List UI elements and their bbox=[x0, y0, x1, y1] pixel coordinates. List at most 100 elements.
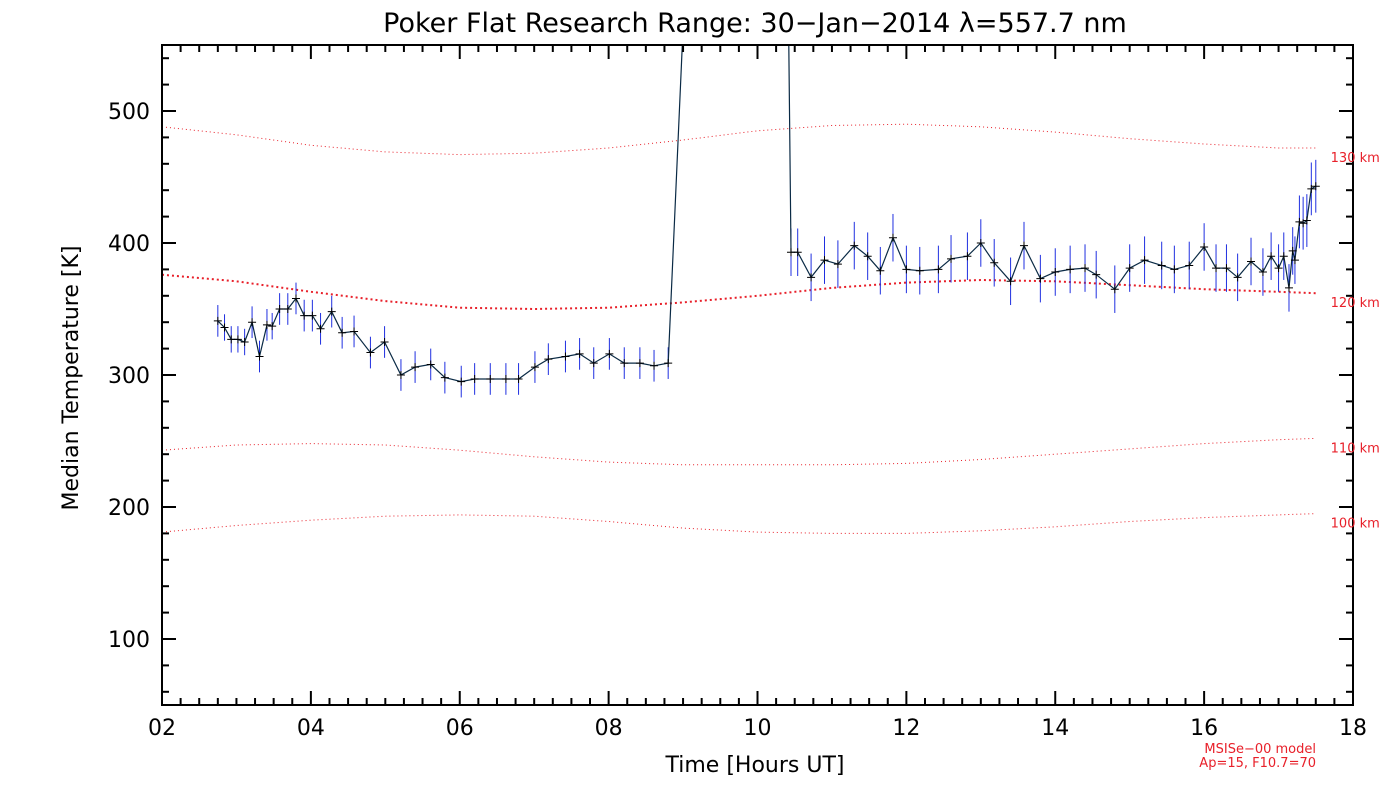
data-point bbox=[635, 359, 644, 368]
y-tick-label: 200 bbox=[108, 496, 150, 521]
data-point bbox=[1295, 217, 1304, 226]
data-point bbox=[300, 311, 309, 320]
data-point bbox=[1247, 257, 1256, 266]
data-point bbox=[1222, 264, 1231, 273]
y-tick-label: 100 bbox=[108, 628, 150, 653]
data-point bbox=[327, 307, 336, 316]
x-tick-label: 14 bbox=[1041, 716, 1069, 741]
data-point bbox=[1066, 265, 1075, 274]
data-point bbox=[396, 371, 405, 379]
data-point bbox=[1274, 264, 1283, 273]
data-point bbox=[902, 265, 911, 274]
data-point bbox=[1307, 184, 1316, 193]
data-point bbox=[1125, 264, 1134, 273]
data-point bbox=[850, 241, 859, 250]
axes: 02 04 06 08 10 12 14 16 18 100 200 300 400 500 bbox=[108, 44, 1367, 741]
data-point bbox=[1081, 264, 1090, 273]
y-tick-label: 400 bbox=[108, 232, 150, 257]
model-curve-label: 130 km bbox=[1331, 151, 1380, 166]
x-tick-label: 18 bbox=[1339, 716, 1367, 741]
data-point bbox=[876, 266, 885, 275]
data-point bbox=[561, 352, 570, 361]
data-point bbox=[786, 248, 795, 257]
data-point bbox=[1233, 273, 1242, 282]
x-tick-label: 16 bbox=[1190, 716, 1218, 741]
data-point bbox=[380, 338, 389, 346]
data-point bbox=[213, 316, 222, 325]
model-labels: 130 km 120 km 110 km 100 km bbox=[1331, 151, 1380, 532]
x-tick-label: 06 bbox=[446, 716, 474, 741]
data-point bbox=[283, 305, 292, 313]
data-point bbox=[1036, 274, 1045, 283]
data-series bbox=[213, 45, 1320, 398]
y-tick-label: 500 bbox=[108, 100, 150, 125]
data-point bbox=[664, 359, 673, 368]
data-point bbox=[1302, 216, 1311, 225]
x-tick-label: 04 bbox=[297, 716, 325, 741]
data-point bbox=[220, 323, 229, 332]
data-point bbox=[863, 252, 872, 261]
data-point bbox=[990, 258, 999, 267]
model-curve-label: 120 km bbox=[1331, 296, 1380, 311]
data-point bbox=[605, 349, 614, 358]
model-curve bbox=[162, 273, 1316, 311]
data-point bbox=[227, 335, 236, 344]
data-point bbox=[1185, 261, 1194, 270]
data-point bbox=[1157, 261, 1166, 270]
data-point bbox=[1019, 241, 1028, 250]
model-curve-label: 110 km bbox=[1331, 441, 1380, 456]
data-point bbox=[976, 239, 985, 247]
data-point bbox=[575, 349, 584, 358]
data-point bbox=[233, 335, 242, 344]
model-note-line2: Ap=15, F10.7=70 bbox=[1199, 756, 1316, 771]
y-tick-label: 300 bbox=[108, 364, 150, 389]
data-point bbox=[350, 327, 359, 336]
data-point bbox=[426, 360, 435, 369]
data-point bbox=[316, 324, 325, 333]
data-point bbox=[807, 273, 816, 282]
data-point bbox=[820, 256, 829, 265]
data-point bbox=[963, 252, 972, 261]
data-point bbox=[1051, 268, 1060, 277]
data-point bbox=[1258, 268, 1267, 277]
data-point bbox=[934, 265, 943, 274]
data-point bbox=[1140, 256, 1149, 265]
data-point bbox=[620, 359, 629, 368]
model-curve-label: 100 km bbox=[1331, 517, 1380, 532]
data-point bbox=[544, 355, 553, 364]
data-point bbox=[1267, 252, 1276, 261]
x-axis-label: Time [Hours UT] bbox=[665, 753, 845, 778]
data-point bbox=[470, 374, 479, 383]
data-point bbox=[888, 233, 897, 242]
data-point bbox=[338, 328, 347, 337]
data-point bbox=[947, 254, 956, 263]
model-curve bbox=[162, 123, 1316, 156]
x-tick-label: 12 bbox=[892, 716, 920, 741]
data-point bbox=[268, 322, 277, 331]
data-point bbox=[1288, 246, 1297, 255]
data-point bbox=[308, 311, 317, 320]
chart-title: Poker Flat Research Range: 30−Jan−2014 λ… bbox=[383, 8, 1127, 39]
data-point bbox=[1170, 265, 1179, 274]
x-tick-label: 10 bbox=[744, 716, 772, 741]
data-point bbox=[915, 266, 924, 275]
data-point bbox=[291, 294, 300, 303]
data-point bbox=[248, 318, 257, 327]
model-curves bbox=[162, 123, 1316, 534]
data-point bbox=[650, 361, 659, 370]
data-point bbox=[255, 352, 264, 361]
data-point bbox=[366, 348, 375, 357]
data-point bbox=[589, 359, 598, 368]
x-tick-label: 02 bbox=[148, 716, 176, 741]
data-point bbox=[501, 374, 510, 383]
data-point bbox=[262, 320, 271, 329]
data-point bbox=[457, 377, 466, 386]
data-point bbox=[793, 248, 802, 257]
data-point bbox=[1092, 270, 1101, 279]
data-point bbox=[1284, 283, 1293, 292]
model-note-line1: MSISe−00 model bbox=[1204, 742, 1316, 757]
data-point bbox=[514, 374, 523, 383]
x-tick-label: 08 bbox=[595, 716, 623, 741]
